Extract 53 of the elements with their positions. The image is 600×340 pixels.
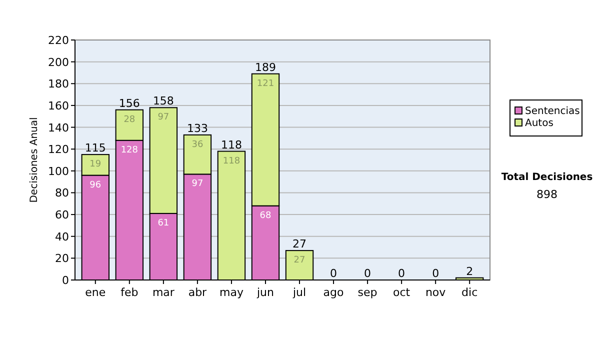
x-tick-label: mar <box>152 286 175 299</box>
x-tick-label: abr <box>188 286 208 299</box>
legend-label: Autos <box>525 118 554 129</box>
y-tick-label: 120 <box>48 143 69 156</box>
data-label: 97 <box>192 179 204 190</box>
total-label: 27 <box>292 238 307 251</box>
total-label: 158 <box>152 94 174 108</box>
data-label: 96 <box>90 180 102 190</box>
total-label: 2 <box>466 264 474 278</box>
data-label: 27 <box>294 256 306 266</box>
y-tick-label: 100 <box>48 164 69 178</box>
y-tick-label: 40 <box>55 230 69 244</box>
total-label: 133 <box>186 122 208 135</box>
text: 898 <box>536 188 558 201</box>
x-tick-label: dic <box>462 286 478 299</box>
y-tick-label: 80 <box>55 186 69 200</box>
y-tick-label: 0 <box>62 274 69 287</box>
total-label: 0 <box>432 267 440 280</box>
text: Total Decisiones <box>501 172 593 183</box>
total-label: 189 <box>254 60 276 74</box>
data-label: 121 <box>256 78 274 89</box>
total-label: 0 <box>364 267 372 280</box>
data-label: 36 <box>192 140 204 150</box>
y-tick-label: 140 <box>48 121 69 134</box>
total-label: 0 <box>398 267 406 280</box>
y-tick-label: 200 <box>48 56 69 69</box>
x-tick-label: jul <box>292 286 306 299</box>
data-label: 61 <box>158 218 170 228</box>
y-tick-label: 160 <box>48 99 69 112</box>
data-label: 28 <box>124 114 136 125</box>
x-tick-label: ene <box>85 286 106 299</box>
x-tick-label: may <box>219 286 244 299</box>
total-label: 115 <box>84 142 106 155</box>
x-tick-label: sep <box>358 286 378 299</box>
data-label: 118 <box>222 156 240 166</box>
total-label: 118 <box>220 138 242 152</box>
x-tick-label: oct <box>393 286 411 299</box>
y-tick-label: 220 <box>48 34 69 47</box>
legend-label: Sentencias <box>525 106 580 117</box>
x-tick-label: nov <box>425 286 446 299</box>
y-tick-label: 60 <box>55 208 69 222</box>
x-tick-label: jun <box>256 286 274 299</box>
y-tick-label: 20 <box>55 252 69 266</box>
x-tick-label: ago <box>323 286 344 299</box>
data-label: 68 <box>260 210 272 221</box>
data-label: 19 <box>90 160 102 170</box>
data-label: 128 <box>120 145 138 156</box>
total-label: 156 <box>118 96 140 110</box>
y-axis-title: Decisiones Anual <box>29 117 40 203</box>
total-label: 0 <box>330 267 338 280</box>
y-tick-label: 180 <box>48 78 69 91</box>
x-tick-label: feb <box>120 286 138 299</box>
data-label: 97 <box>158 112 170 123</box>
